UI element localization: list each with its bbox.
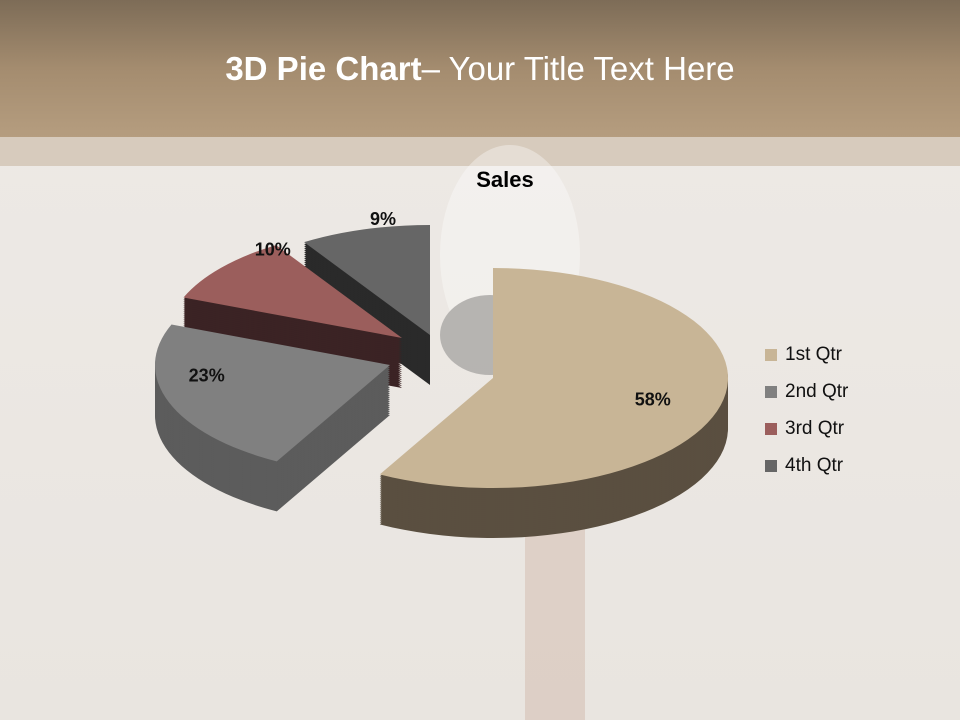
pie-slice-top <box>183 245 402 338</box>
slide-title: 3D Pie Chart– Your Title Text Here <box>0 50 960 88</box>
legend: 1st Qtr 2nd Qtr 3rd Qtr 4th Qtr <box>765 336 848 484</box>
title-band-strip <box>0 137 960 166</box>
legend-label: 2nd Qtr <box>785 380 849 402</box>
data-label: 10% <box>255 240 291 260</box>
legend-swatch <box>765 459 777 472</box>
pie-slice-top <box>154 324 390 462</box>
legend-label: 1st Qtr <box>785 343 843 365</box>
legend-item: 1st Qtr <box>765 336 848 373</box>
legend-item: 3rd Qtr <box>765 410 848 447</box>
slide-title-rest: – Your Title Text Here <box>421 50 735 87</box>
pie-slice-2: 23% <box>154 324 390 512</box>
data-label: 58% <box>635 390 671 410</box>
pie-slice-3: 10% <box>183 240 402 388</box>
data-label: 23% <box>189 366 225 386</box>
legend-item: 2nd Qtr <box>765 373 848 410</box>
slide-title-bold: 3D Pie Chart <box>225 50 422 87</box>
legend-label: 3rd Qtr <box>785 417 845 439</box>
legend-label: 4th Qtr <box>785 454 844 476</box>
pie-slice-top <box>304 225 430 335</box>
chart-title: Sales <box>476 167 534 192</box>
legend-swatch <box>765 422 777 435</box>
data-label: 9% <box>370 209 396 229</box>
title-band <box>0 0 960 137</box>
pie-slice-1: 58% <box>379 268 728 538</box>
legend-swatch <box>765 348 777 361</box>
legend-swatch <box>765 385 777 398</box>
legend-item: 4th Qtr <box>765 447 848 484</box>
pie-slice-top <box>379 268 728 488</box>
